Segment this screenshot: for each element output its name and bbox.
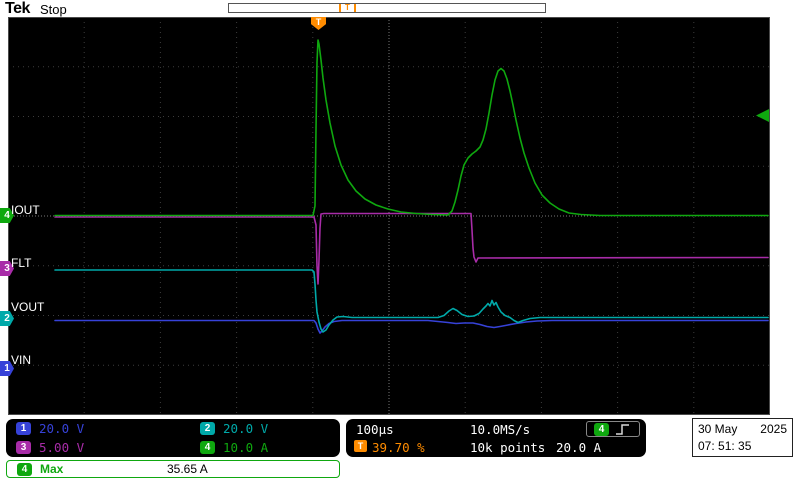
measurement-source-badge: 4 [17,462,32,476]
trigger-position-percent: 39.70 % [372,440,425,455]
ch2-waveform-label: VOUT [11,300,45,314]
measurement-value: 35.65 A [167,462,208,476]
trace-iout [54,39,769,217]
trigger-flag-letter: T [315,17,322,27]
measurement-name: Max [40,462,64,476]
ch4-position-marker: 4 [0,208,14,223]
ch2-scale-value: 20.0 V [223,421,269,436]
ch3-badge: 3 [16,441,31,454]
record-view-bar: T [228,3,546,13]
horizontal-trigger-box: 100µs 10.0MS/s 4 T 39.70 % 10k points 20… [346,419,646,457]
tek-logo: Tek [5,0,30,17]
ch3-scale-readout: 3 5.00 V [16,440,200,455]
window-trigger-letter: T [345,3,350,12]
horizontal-scale: 100µs [356,422,394,437]
measurement-box: 4 Max 35.65 A [6,460,340,478]
ch3-position-marker: 3 [0,261,14,276]
ch3-waveform-label: FLT [11,256,32,270]
ch2-number: 2 [4,313,10,324]
ch4-number: 4 [4,210,10,221]
datetime-box: 30 May 2025 07: 51: 35 [692,418,793,457]
ch4-scale-readout: 4 10.0 A [200,440,340,455]
ch3-scale-value: 5.00 V [39,440,85,455]
ch1-badge: 1 [16,422,31,435]
trace-vout [54,269,769,333]
window-bracket-icon [339,4,341,12]
graticule [7,16,771,416]
ch4-waveform-label: IOUT [11,203,40,217]
trace-vin [54,319,769,334]
trigger-source-box: 4 [586,421,640,437]
rising-edge-icon [616,423,629,435]
sample-rate: 10.0MS/s [470,422,531,437]
record-length: 10k points [470,440,546,455]
ch3-number: 3 [4,263,10,274]
trigger-position-badge: T [354,440,367,452]
ch2-position-marker: 2 [0,311,14,326]
waveform-svg [7,16,771,416]
ch1-number: 1 [4,363,10,374]
date-year: 2025 [760,422,787,436]
trigger-position-icon: T [311,17,326,30]
date-row: 30 May 2025 [698,422,787,436]
ch2-scale-readout: 2 20.0 V [200,421,340,436]
channel-scales-box: 1 20.0 V 2 20.0 V 3 5.00 V 4 10.0 A [6,419,340,457]
ch4-scale-value: 10.0 A [223,440,269,455]
date-day-month: 30 May [698,422,738,436]
ch1-position-marker: 1 [0,361,14,376]
ch1-waveform-label: VIN [11,353,32,367]
ch1-scale-readout: 1 20.0 V [16,421,200,436]
acquisition-status: Stop [40,2,67,17]
trigger-level: 20.0 A [556,440,602,455]
top-bar: Tek Stop T [0,0,800,17]
window-bracket-icon [353,4,356,12]
window-position-marker: T [339,4,356,12]
trace-flt [54,212,769,285]
ch1-scale-value: 20.0 V [39,421,85,436]
ch4-badge: 4 [200,441,215,454]
trigger-source-badge: 4 [594,422,609,436]
ch2-badge: 2 [200,422,215,435]
time-value: 07: 51: 35 [698,439,752,453]
